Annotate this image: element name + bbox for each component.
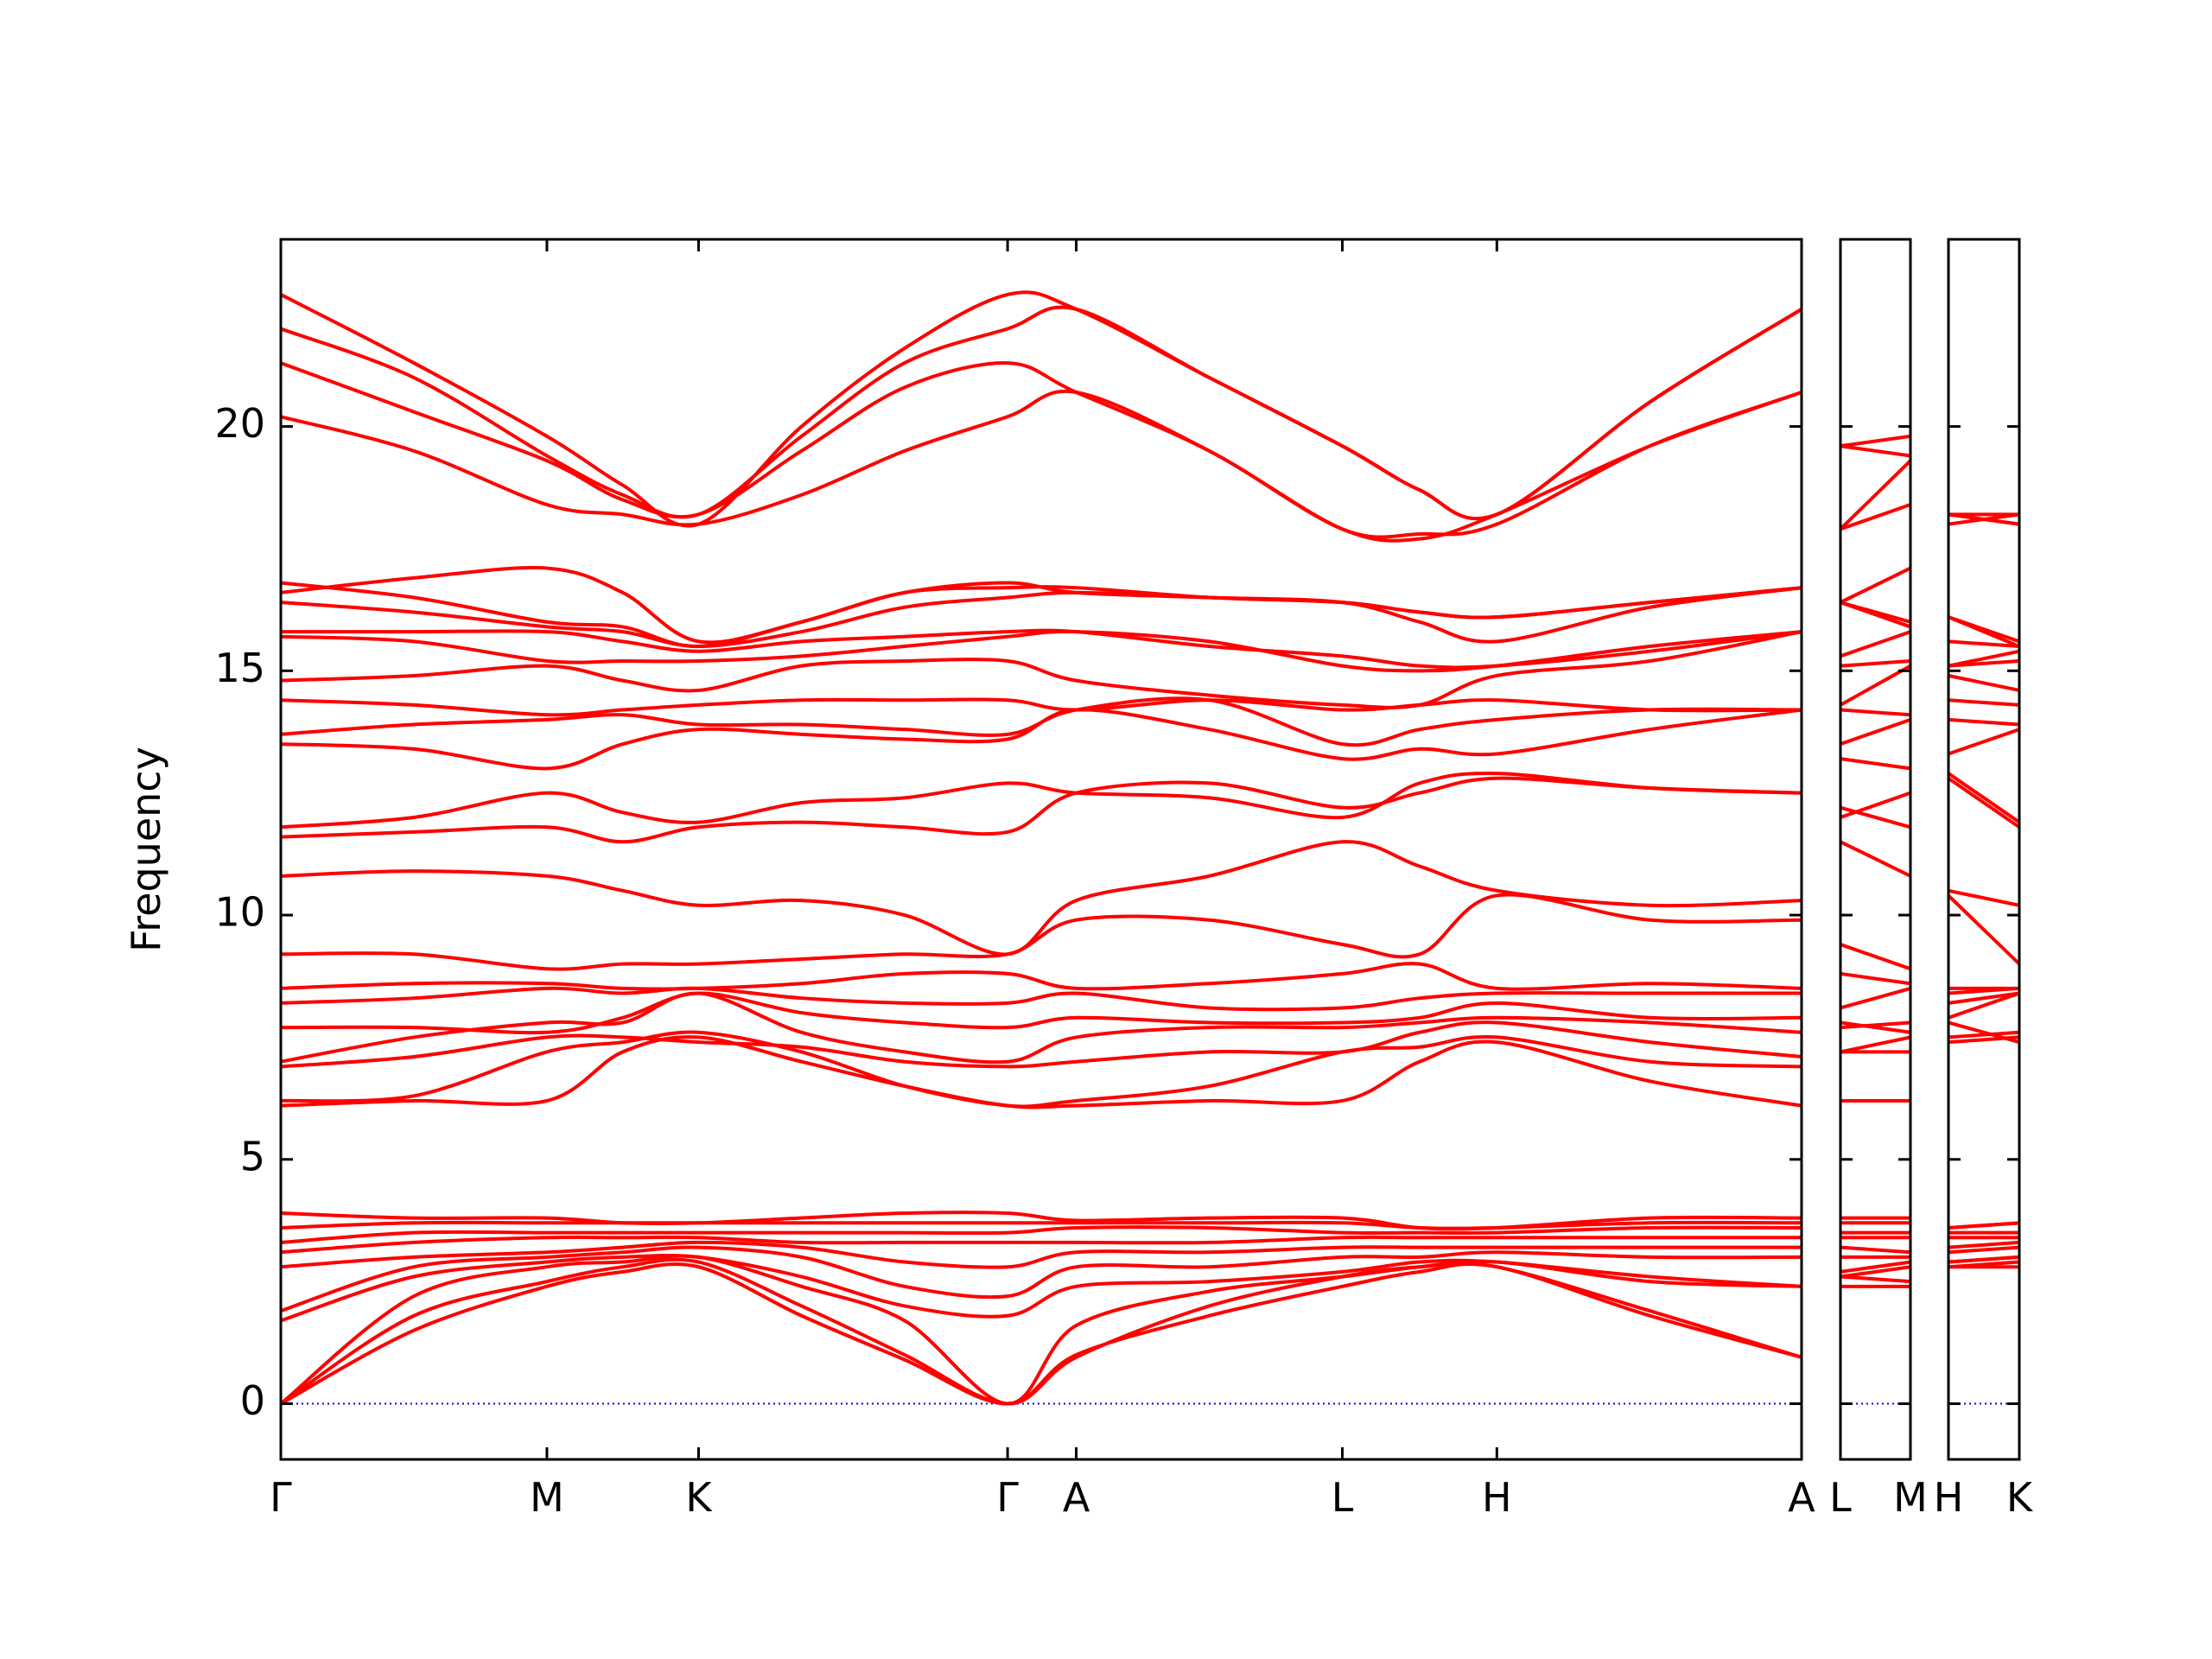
band-line xyxy=(281,708,1802,771)
y-tick-label: 20 xyxy=(214,400,265,447)
band-line xyxy=(1840,805,1910,830)
x-tick-label: M xyxy=(1893,1474,1928,1521)
y-axis-label: Frequency xyxy=(123,747,169,952)
band-line xyxy=(1840,601,1910,624)
band-line xyxy=(281,962,1802,991)
band-line xyxy=(1840,1260,1910,1274)
band-line xyxy=(1840,986,1910,1010)
band-line xyxy=(1948,991,2019,1020)
x-tick-label: A xyxy=(1788,1474,1815,1521)
band-line xyxy=(1840,630,1910,658)
axes-frame xyxy=(1947,238,2021,1461)
band-line xyxy=(1948,1221,2019,1230)
band-line xyxy=(281,1035,1802,1109)
y-tick-label: 10 xyxy=(214,889,265,936)
band-line xyxy=(1948,991,2019,1005)
band-line xyxy=(281,1253,1802,1323)
plot-area xyxy=(281,290,1802,1406)
x-tick-label: L xyxy=(1829,1474,1852,1521)
x-tick-label: L xyxy=(1332,1474,1354,1521)
band-line xyxy=(281,1262,1802,1406)
band-line xyxy=(281,566,1802,645)
plot-area xyxy=(1948,512,2019,1405)
band-line xyxy=(1840,1245,1910,1255)
band-line xyxy=(1840,1020,1910,1030)
band-line xyxy=(1948,717,2019,727)
band-line xyxy=(281,776,1802,844)
x-tick-label: M xyxy=(530,1474,564,1521)
band-line xyxy=(1948,888,2019,907)
band-line xyxy=(1840,1274,1910,1284)
band-line xyxy=(1948,777,2019,829)
band-line xyxy=(1840,971,1910,986)
band-line xyxy=(1948,728,2019,756)
band-line xyxy=(1840,840,1910,878)
band-line xyxy=(1840,717,1910,747)
band-line xyxy=(1948,1030,2019,1039)
band-line xyxy=(281,628,1802,670)
band-line xyxy=(281,991,1802,1065)
band-line xyxy=(1948,772,2019,824)
band-line xyxy=(1948,1245,2019,1255)
band-line xyxy=(281,696,1802,747)
band-line xyxy=(1840,708,1910,717)
band-line xyxy=(281,1211,1802,1231)
band-line xyxy=(1840,659,1910,668)
band-line xyxy=(1948,1260,2019,1269)
y-tick-label: 15 xyxy=(214,645,265,691)
band-line xyxy=(1948,1020,2019,1045)
band-line xyxy=(1840,503,1910,531)
band-line xyxy=(1948,639,2019,649)
band-line xyxy=(281,1235,1802,1255)
band-line xyxy=(1840,1265,1910,1279)
x-tick-label: H xyxy=(1482,1474,1512,1521)
band-line xyxy=(281,840,1802,957)
band-line xyxy=(281,986,1802,1012)
plot-area xyxy=(1840,434,1910,1405)
x-tick-label: K xyxy=(685,1474,713,1521)
x-tick-label: Γ xyxy=(996,1474,1019,1521)
y-tick-label: 0 xyxy=(240,1377,265,1424)
band-line xyxy=(1840,459,1910,531)
band-line xyxy=(281,771,1802,830)
band-line xyxy=(281,581,1802,649)
axes-frame xyxy=(1839,238,1912,1461)
band-line xyxy=(281,991,1802,1035)
band-line xyxy=(281,361,1802,539)
band-line xyxy=(1840,791,1910,819)
x-tick-label: Γ xyxy=(270,1474,292,1521)
band-line xyxy=(281,1240,1802,1269)
band-line xyxy=(1948,649,2019,668)
band-line xyxy=(281,1225,1802,1244)
band-line xyxy=(1840,757,1910,771)
band-line xyxy=(1840,1020,1910,1034)
band-line xyxy=(281,586,1802,649)
band-line xyxy=(281,1030,1802,1109)
band-line xyxy=(1948,1240,2019,1249)
band-line xyxy=(1840,943,1910,971)
band-line xyxy=(281,630,1802,709)
band-line xyxy=(1948,674,2019,692)
axes-frame xyxy=(279,238,1803,1461)
band-line xyxy=(281,290,1802,528)
band-line xyxy=(1840,664,1910,707)
band-line xyxy=(1948,615,2019,644)
band-line xyxy=(1948,512,2019,526)
band-line xyxy=(1840,434,1910,448)
band-line xyxy=(1840,1035,1910,1054)
band-line xyxy=(281,1020,1802,1069)
band-line xyxy=(1840,444,1910,458)
band-line xyxy=(1840,566,1910,604)
band-line xyxy=(281,697,1802,717)
x-tick-label: H xyxy=(1934,1474,1964,1521)
band-line xyxy=(281,1245,1802,1313)
y-tick-label: 5 xyxy=(240,1133,265,1179)
x-tick-label: A xyxy=(1063,1474,1090,1521)
x-tick-label: K xyxy=(2006,1474,2034,1521)
band-line xyxy=(1948,1255,2019,1264)
band-line xyxy=(281,629,1802,673)
band-line xyxy=(1948,698,2019,707)
band-line xyxy=(1948,894,2019,966)
